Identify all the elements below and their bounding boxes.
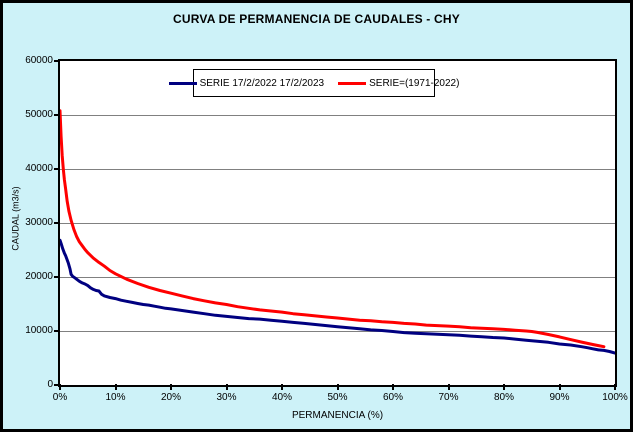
y-tick-mark — [54, 384, 60, 386]
series-line-2 — [60, 109, 606, 349]
x-tick-mark — [281, 384, 283, 390]
plot-area — [58, 59, 617, 387]
gridline — [60, 276, 615, 278]
x-tick-label: 20% — [160, 392, 181, 403]
x-tick-mark — [225, 384, 228, 390]
gridline — [60, 222, 615, 224]
gridline — [60, 114, 615, 116]
y-tick-mark — [54, 330, 60, 332]
x-tick-label: 80% — [493, 392, 514, 403]
x-tick-mark — [59, 384, 61, 390]
x-tick-label: 0% — [52, 392, 68, 403]
legend-line-red-icon — [338, 81, 367, 85]
series-line-1 — [60, 238, 615, 355]
chart-canvas — [60, 109, 615, 355]
x-tick-mark — [114, 384, 117, 390]
gridline — [60, 168, 615, 170]
x-tick-mark — [614, 384, 616, 390]
legend-label: SERIE=(1971-2022) — [369, 77, 460, 89]
x-tick-label: 90% — [549, 392, 570, 403]
x-tick-label: 40% — [271, 392, 292, 403]
x-tick-label: 100% — [602, 392, 628, 403]
legend: SERIE 17/2/2022 17/2/2023 SERIE=(1971-20… — [168, 69, 459, 97]
x-tick-mark — [392, 384, 394, 390]
legend-item-serie-1971-2022: SERIE=(1971-2022) — [338, 78, 459, 89]
x-tick-label: 70% — [438, 392, 459, 403]
y-tick-label: 0 — [47, 379, 53, 390]
y-tick-label: 30000 — [25, 217, 53, 228]
x-tick-mark — [503, 384, 505, 390]
legend-item-serie-2022-2023: SERIE 17/2/2022 17/2/2023 — [168, 77, 325, 89]
y-tick-label: 40000 — [25, 163, 53, 174]
x-tick-mark — [336, 384, 339, 390]
y-tick-label: 50000 — [25, 109, 53, 120]
y-tick-mark — [54, 222, 60, 224]
y-tick-label: 10000 — [25, 325, 53, 336]
y-tick-mark — [54, 60, 60, 62]
y-tick-label: 20000 — [25, 271, 53, 282]
y-tick-mark — [54, 114, 60, 116]
x-tick-mark — [447, 384, 450, 390]
y-tick-label: 60000 — [25, 55, 53, 66]
x-tick-mark — [558, 384, 561, 390]
x-tick-label: 10% — [105, 392, 126, 403]
legend-label: SERIE 17/2/2022 17/2/2023 — [199, 77, 325, 89]
chart-title: CURVA DE PERMANENCIA DE CAUDALES - CHY — [173, 12, 460, 26]
x-tick-label: 60% — [382, 392, 403, 403]
x-axis-title: PERMANENCIA (%) — [291, 410, 384, 421]
y-tick-mark — [54, 276, 60, 278]
y-tick-mark — [54, 168, 60, 170]
gridline — [60, 330, 615, 332]
x-tick-mark — [170, 384, 172, 390]
x-tick-label: 30% — [216, 392, 237, 403]
legend-line-blue-icon — [168, 81, 197, 85]
x-tick-label: 50% — [327, 392, 348, 403]
